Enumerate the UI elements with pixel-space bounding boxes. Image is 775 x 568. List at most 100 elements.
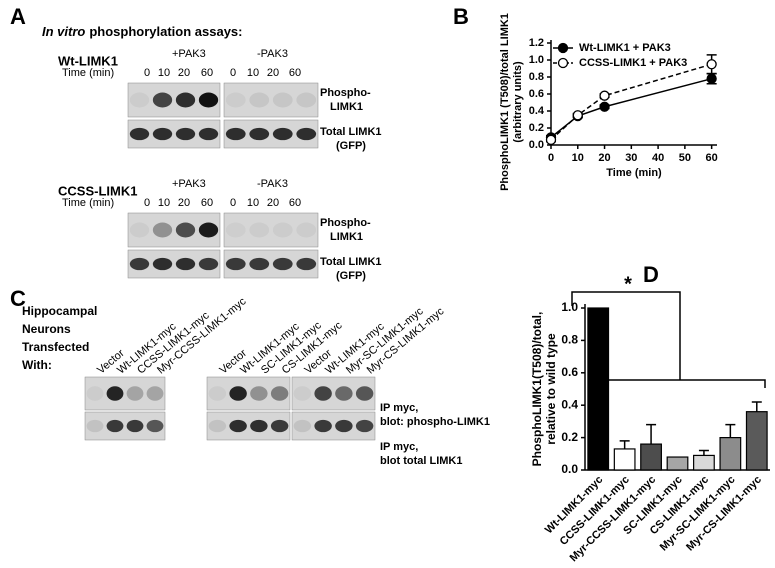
blot-band (249, 92, 270, 108)
y-tick-label: 0.2 (529, 122, 544, 134)
y-axis-label: PhosphoLIMK1 (T508)/total LIMK1 (499, 13, 511, 191)
bar (719, 437, 742, 471)
y-tick-label: 1.0 (529, 54, 544, 66)
bar (613, 448, 636, 471)
caption: With: (22, 358, 52, 372)
blot-label: Phospho- (320, 217, 371, 229)
x-tick-label: 50 (679, 152, 691, 164)
bar (666, 456, 689, 471)
blot-band (272, 127, 293, 141)
blot-label: IP myc, (380, 402, 418, 414)
blot-band (314, 419, 332, 433)
blot-band (198, 222, 219, 238)
blot-band (126, 386, 144, 401)
lane-label: 20 (267, 67, 279, 79)
x-tick-label: 0 (548, 152, 554, 164)
blot-band (335, 419, 353, 433)
annotation: * (624, 273, 632, 295)
bar (693, 454, 715, 471)
data-point (599, 101, 610, 112)
lane-label: 10 (247, 67, 259, 79)
blot-band (335, 386, 353, 401)
x-tick-label: 60 (706, 152, 718, 164)
bracket-bottom (597, 379, 766, 388)
legend-label: CCSS-LIMK1 + PAK3 (579, 57, 687, 69)
blot-band (249, 127, 270, 141)
data-line (550, 63, 712, 141)
condition-label: -PAK3 (257, 48, 288, 60)
blot-band (175, 92, 196, 108)
blot-band (249, 222, 270, 238)
blot-band (129, 222, 150, 238)
blot-band (152, 127, 173, 141)
blot-label: LIMK1 (330, 231, 363, 243)
caption: Neurons (22, 322, 71, 336)
blot-band (355, 386, 374, 401)
blot-band (314, 386, 332, 401)
title-rest: phosphorylation assays: (89, 24, 242, 39)
blot-label: LIMK1 (330, 101, 363, 113)
blot-label: (GFP) (336, 140, 366, 152)
blot-label: (GFP) (336, 270, 366, 282)
caption: Hippocampal (22, 304, 97, 318)
bracket-top (571, 291, 681, 380)
lane-label: 0 (230, 67, 236, 79)
blot-band (175, 127, 196, 141)
blot-band (270, 386, 289, 401)
condition-label: +PAK3 (172, 178, 206, 190)
lane-label: 60 (289, 67, 301, 79)
blot-band (296, 127, 317, 141)
blot-label: Total LIMK1 (320, 256, 382, 268)
blot-band (146, 419, 164, 433)
bar (587, 307, 610, 471)
blot-strip (206, 376, 291, 411)
blot-band (249, 257, 270, 271)
panel-letter: D (643, 262, 659, 287)
blot-band (225, 257, 246, 271)
blot-strip (84, 376, 166, 411)
blot-band (198, 257, 219, 271)
panel-title: In vitro phosphorylation assays: (42, 24, 243, 39)
y-tick-label: 0.6 (561, 365, 578, 379)
blot-band (152, 257, 173, 271)
y-tick-label: 0.0 (529, 139, 544, 151)
construct-label: Wt-LIMK1 (58, 53, 118, 68)
blot-band (272, 222, 293, 238)
blot-band (175, 222, 196, 238)
blot-band (293, 419, 312, 433)
blot-band (296, 222, 317, 238)
panel-letter: A (10, 4, 26, 29)
y-axis-label: (arbitrary units) (512, 61, 524, 143)
y-tick-label: 1.2 (529, 37, 544, 49)
y-tick-label: 0.4 (561, 397, 578, 411)
y-tick-label: 0.8 (561, 333, 578, 347)
blot-band (86, 419, 104, 433)
x-tick-label: 30 (625, 152, 637, 164)
blot-band (129, 92, 150, 108)
blot-band (225, 92, 246, 108)
blot-band (225, 127, 246, 141)
blot-band (208, 386, 227, 401)
y-tick-label: 0.6 (529, 88, 544, 100)
data-point (706, 73, 717, 84)
blot-label: blot total LIMK1 (380, 455, 463, 467)
y-tick-label: 0.0 (561, 462, 578, 476)
time-label: Time (min) (62, 197, 114, 209)
y-axis-label: relative to wild type (544, 333, 558, 445)
lane-label: 60 (289, 197, 301, 209)
blot-band (208, 419, 227, 433)
blot-label: blot: phospho-LIMK1 (380, 416, 490, 428)
panel-letter: C (10, 286, 26, 311)
lane-label: 60 (201, 67, 213, 79)
blot-band (225, 222, 246, 238)
blot-band (293, 386, 312, 401)
legend-marker (557, 42, 569, 54)
blot-band (126, 419, 144, 433)
error-bar (725, 423, 736, 438)
x-tick-label: 20 (598, 152, 610, 164)
y-tick-label: 1.0 (561, 300, 578, 314)
title-italic: In vitro (42, 24, 85, 39)
blot-band (250, 419, 268, 433)
data-point (572, 110, 583, 121)
blot-band (270, 419, 289, 433)
